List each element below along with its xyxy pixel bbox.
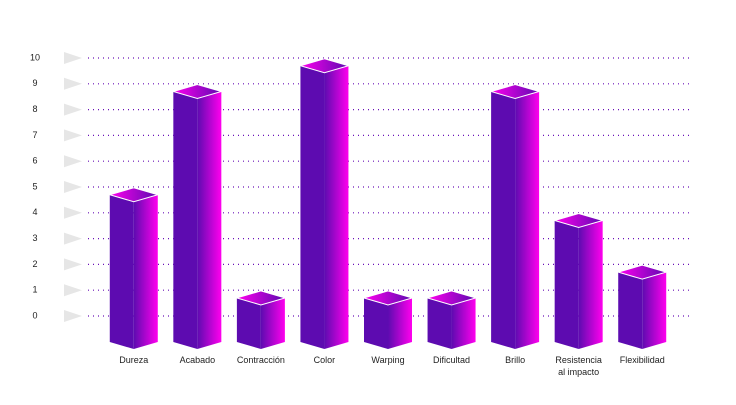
tick-arrow xyxy=(64,103,82,116)
y-tick-label: 0 xyxy=(32,310,37,320)
bar-face xyxy=(171,84,224,100)
x-tick-label: Color xyxy=(313,355,336,365)
bar-face xyxy=(642,272,667,349)
y-tick-label: 7 xyxy=(32,130,37,140)
bar xyxy=(425,290,478,349)
y-tick-label: 4 xyxy=(32,207,37,217)
bar-face xyxy=(616,264,669,280)
tick-arrow xyxy=(64,181,82,193)
x-tick-label: Dificultad xyxy=(433,355,471,365)
tick-arrow xyxy=(64,310,82,322)
y-tick-label: 2 xyxy=(32,259,37,269)
bar xyxy=(362,290,414,349)
bar-face xyxy=(491,91,516,349)
bar-face xyxy=(362,290,414,306)
bar-face xyxy=(451,297,476,349)
bar-face xyxy=(260,297,285,349)
y-tick-label: 5 xyxy=(32,181,37,191)
bar-face xyxy=(173,91,198,349)
bar-face xyxy=(364,297,388,349)
bar-face xyxy=(388,297,412,349)
x-tick-label: Contracción xyxy=(236,355,285,365)
bar-face xyxy=(298,58,351,74)
tick-arrow xyxy=(64,206,82,219)
bar-face xyxy=(427,297,452,349)
bar-face xyxy=(235,290,287,306)
x-tick-label: Acabado xyxy=(179,355,216,365)
bar xyxy=(489,84,541,349)
tick-arrow xyxy=(64,258,82,271)
x-tick-label: Warping xyxy=(371,355,405,365)
y-tick-label: 10 xyxy=(30,52,40,62)
tick-arrow xyxy=(64,284,82,297)
y-tick-label: 6 xyxy=(32,156,37,166)
bar-face xyxy=(324,65,349,350)
bar-face xyxy=(489,84,541,100)
bar xyxy=(552,213,605,349)
y-tick-label: 1 xyxy=(32,285,37,295)
bar xyxy=(235,290,287,349)
y-tick-label: 3 xyxy=(32,233,37,243)
bar-face xyxy=(197,91,222,349)
bar-face xyxy=(109,194,134,349)
x-tick-label: Resistencia al impacto xyxy=(555,355,602,377)
x-tick-label: Brillo xyxy=(505,355,526,365)
tick-arrow xyxy=(64,129,82,142)
tick-arrow xyxy=(64,232,82,245)
bar xyxy=(616,264,669,349)
x-tick-label: Dureza xyxy=(119,355,149,365)
tick-arrow xyxy=(64,155,82,168)
x-tick-label: Flexibilidad xyxy=(619,355,665,365)
bar-face xyxy=(552,213,605,229)
bar-face xyxy=(554,220,579,349)
bar-face xyxy=(236,297,261,349)
bar-face xyxy=(425,290,478,306)
bar-face xyxy=(618,272,643,349)
bar xyxy=(171,84,224,349)
bar xyxy=(298,58,351,350)
bar-face xyxy=(133,194,158,349)
bar-face xyxy=(107,187,160,203)
bar xyxy=(107,187,160,349)
bar-face xyxy=(300,65,325,350)
tick-arrow xyxy=(64,52,82,64)
bar-face xyxy=(515,91,540,349)
y-tick-label: 8 xyxy=(32,104,37,114)
tick-arrow xyxy=(64,77,82,90)
bar-face xyxy=(578,220,603,349)
y-tick-label: 9 xyxy=(32,78,37,88)
